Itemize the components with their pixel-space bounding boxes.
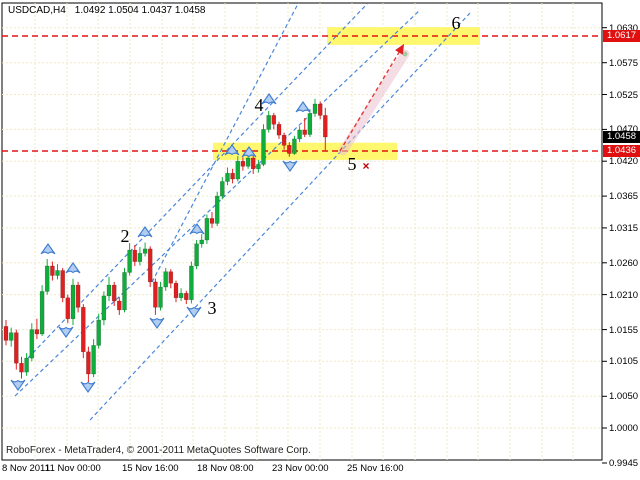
price-tick-1.0050: 1.0050 — [609, 391, 639, 403]
price-levels[interactable] — [2, 35, 602, 152]
price-badge-1.0617: 1.0617 — [603, 30, 640, 42]
price-tick-1.0575: 1.0575 — [609, 57, 639, 69]
time-label-15-Nov-16-00: 15 Nov 16:00 — [122, 463, 179, 474]
price-tick-1.0260: 1.0260 — [609, 257, 639, 269]
time-label-18-Nov-08-00: 18 Nov 08:00 — [197, 463, 254, 474]
fractal-down-icon — [186, 306, 202, 318]
price-tick-0.9945: 0.9945 — [609, 458, 639, 469]
fractal-down-icon — [282, 160, 298, 172]
price-tick-1.0365: 1.0365 — [609, 191, 639, 203]
trendline[interactable] — [89, 12, 471, 421]
chart-ohlc-values: 1.0492 1.0504 1.0437 1.0458 — [74, 5, 206, 16]
price-tick-1.0155: 1.0155 — [609, 324, 639, 336]
fractal-markers — [10, 93, 311, 393]
chart-title: USDCAD,H4 1.0492 1.0504 1.0437 1.0458 — [8, 5, 205, 16]
time-label-25-Nov-16-00: 25 Nov 16:00 — [347, 463, 404, 474]
annotation-number-3[interactable]: 3 — [207, 298, 217, 318]
fractal-up-icon — [241, 146, 257, 158]
candles — [3, 98, 328, 383]
price-tick-1.0470: 1.0470 — [609, 124, 639, 136]
fractal-up-icon — [137, 226, 153, 238]
trendline[interactable] — [27, 3, 369, 359]
price-tick-marks — [602, 27, 607, 464]
price-tick-1.0315: 1.0315 — [609, 222, 639, 234]
price-tick-1.0000: 1.0000 — [609, 423, 639, 434]
arrowhead-icon — [395, 43, 405, 55]
annotation-cross[interactable]: × — [362, 159, 370, 173]
time-label-8-Nov-2011: 8 Nov 2011 — [2, 463, 50, 474]
fractal-up-icon — [295, 101, 311, 113]
time-label-23-Nov-00-00: 23 Nov 00:00 — [272, 463, 329, 474]
fractal-down-icon — [149, 317, 165, 329]
price-tick-1.0525: 1.0525 — [609, 89, 639, 101]
fractal-down-icon — [10, 379, 26, 391]
annotation-number-6[interactable]: 6 — [451, 13, 461, 33]
annotation-number-4[interactable]: 4 — [254, 95, 264, 115]
projection-arrow[interactable] — [338, 43, 410, 156]
price-tick-1.0105: 1.0105 — [609, 356, 639, 368]
price-tick-1.0420: 1.0420 — [609, 156, 639, 168]
plot-border — [1, 2, 603, 461]
price-tick-1.0210: 1.0210 — [609, 289, 639, 301]
fractal-up-icon — [261, 93, 277, 105]
price-badge-1.0458: 1.0458 — [603, 131, 640, 143]
fractal-down-icon — [80, 381, 96, 393]
annotation-number-5[interactable]: 5 — [347, 154, 357, 174]
copyright-text: RoboForex - MetaTrader4, © 2001-2011 Met… — [6, 445, 311, 456]
fractal-up-icon — [40, 243, 56, 255]
annotation-number-2[interactable]: 2 — [120, 226, 130, 246]
price-tick-1.0630: 1.0630 — [609, 22, 639, 34]
fractal-up-icon — [224, 144, 240, 156]
grid — [2, 3, 602, 460]
chart-symbol-timeframe: USDCAD,H4 — [8, 5, 66, 16]
time-label-11-Nov-00-00: 11 Nov 00:00 — [45, 463, 101, 474]
price-badge-1.0436: 1.0436 — [603, 145, 640, 157]
fractal-up-icon — [189, 223, 205, 235]
fractal-down-icon — [58, 326, 74, 338]
fractal-up-icon — [65, 262, 81, 274]
